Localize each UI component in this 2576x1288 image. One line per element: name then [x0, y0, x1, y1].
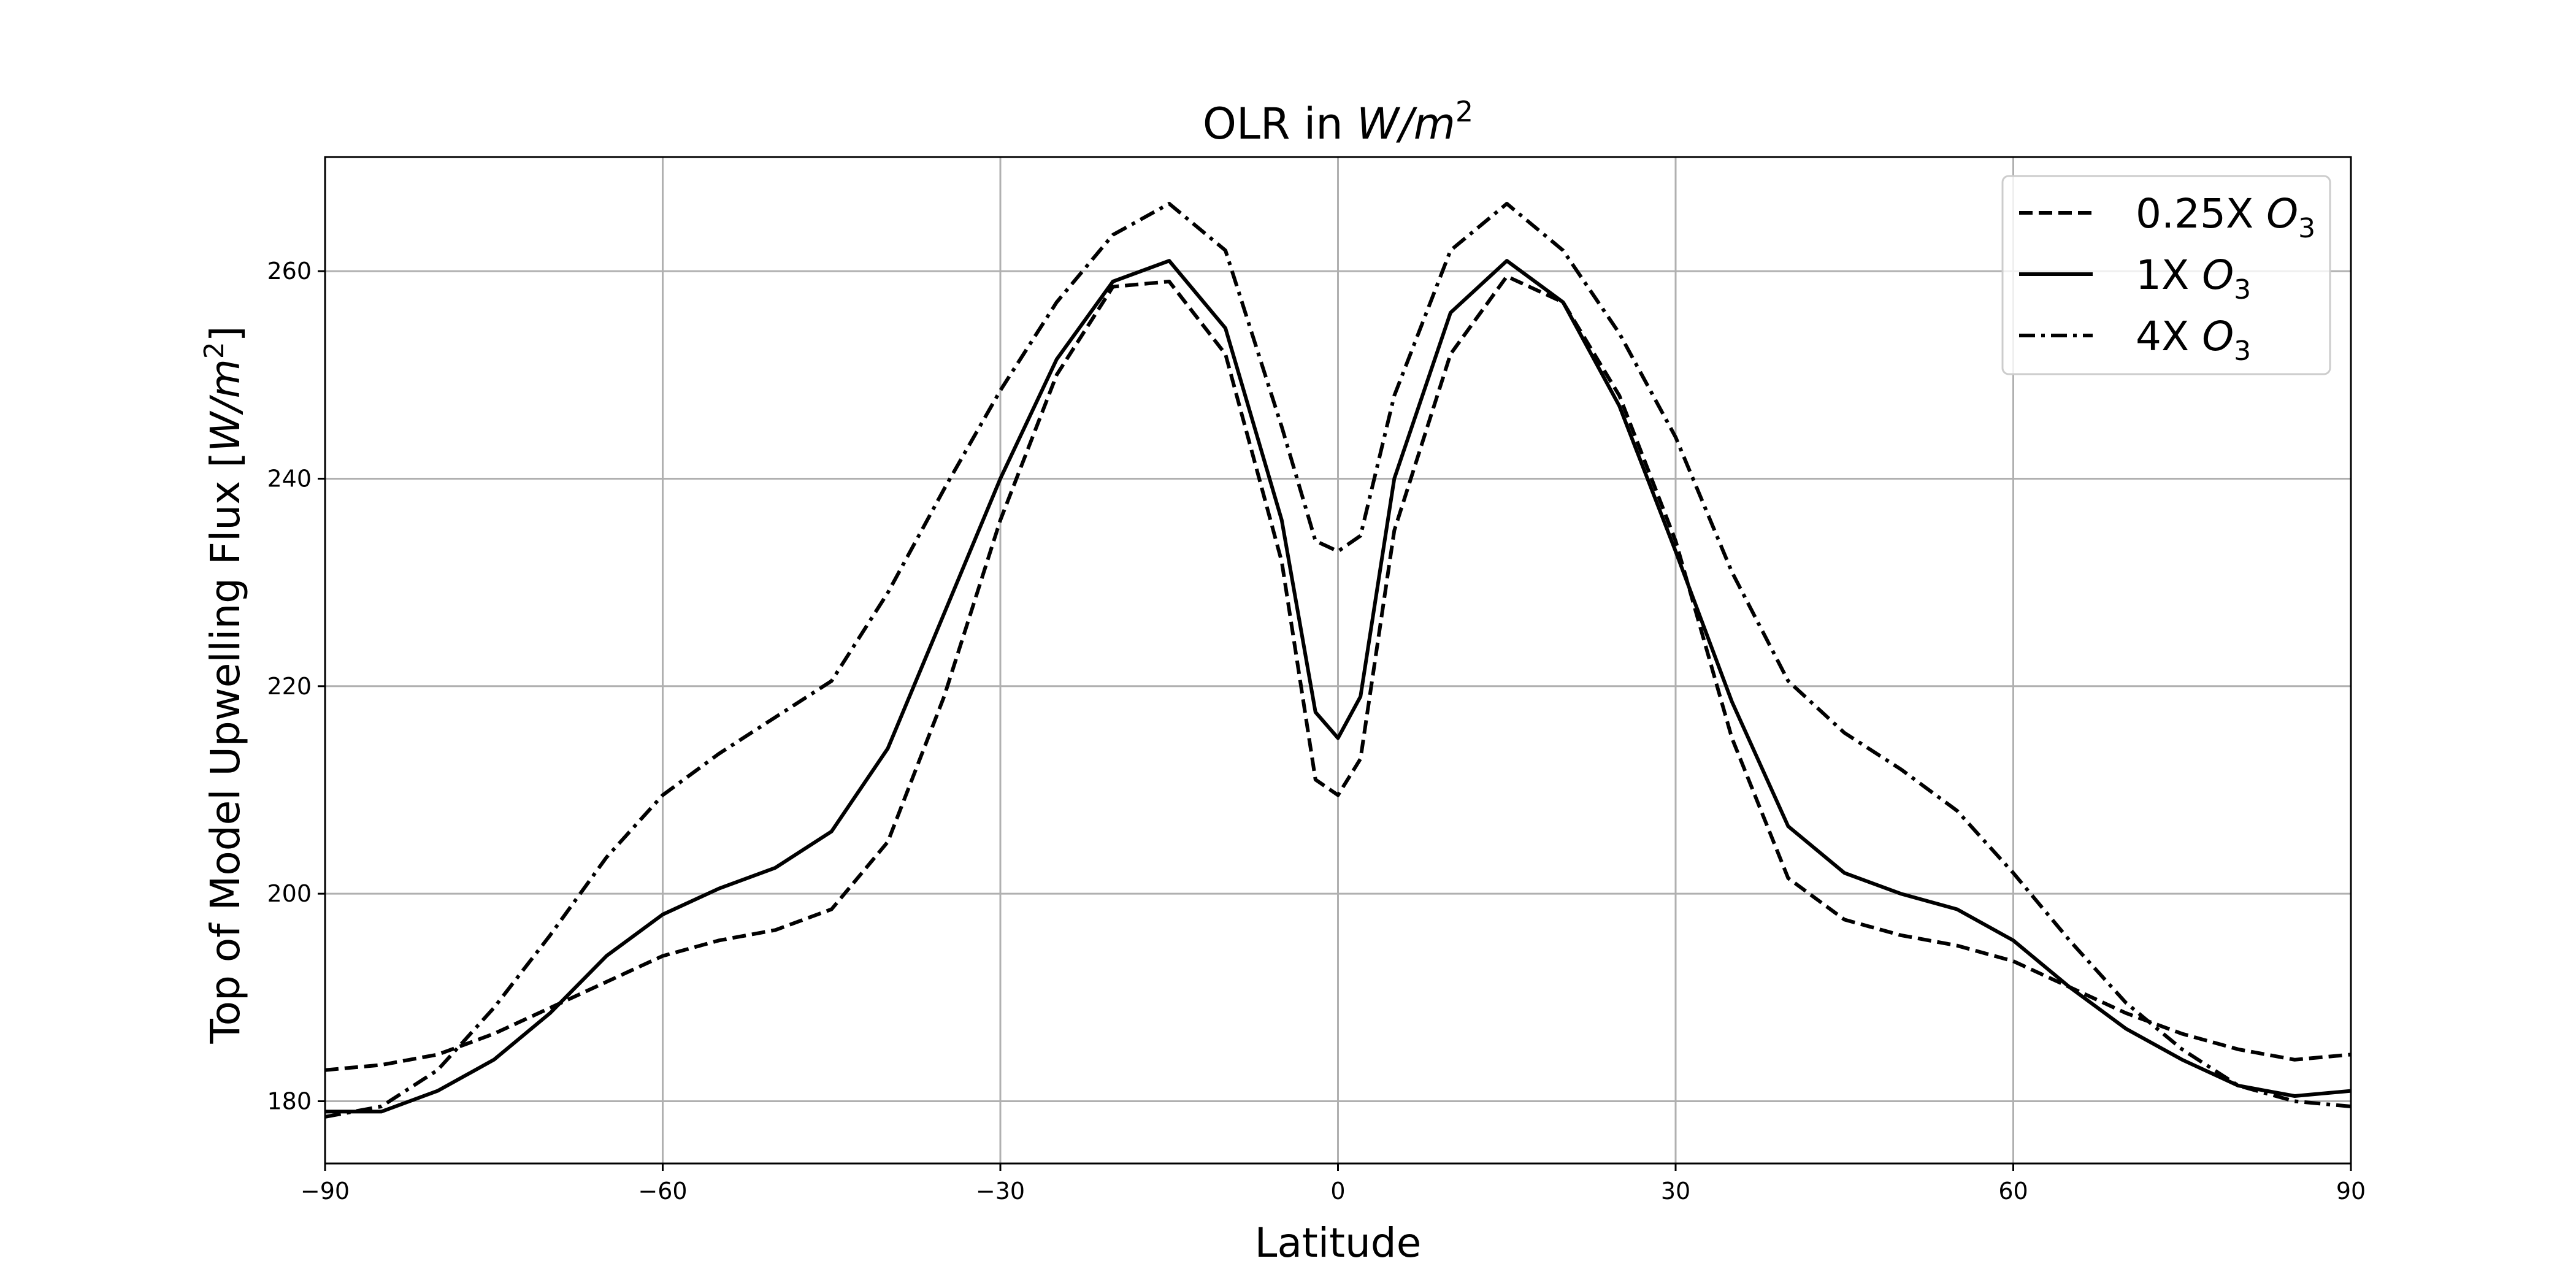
x-tick-label: 0: [1330, 1178, 1345, 1205]
y-tick-label: 240: [267, 465, 312, 492]
y-tick-label: 260: [267, 258, 312, 285]
y-tick-label: 200: [267, 880, 312, 907]
title-superscript: 2: [1455, 95, 1473, 128]
legend-label-2: 1X O3: [2136, 251, 2251, 305]
x-tick-label: 90: [2336, 1178, 2366, 1205]
legend-label-3: 4X O3: [2136, 313, 2251, 367]
series-lines: [324, 202, 2352, 1119]
legend: 0.25X O3 1X O3 4X O3: [2001, 175, 2331, 375]
x-axis-label: Latitude: [1255, 1219, 1422, 1267]
legend-label-1: 0.25X O3: [2136, 190, 2315, 244]
x-tick-label: 60: [1998, 1178, 2028, 1205]
series-line-2: [325, 259, 2352, 1114]
x-tick-label: 30: [1661, 1178, 1690, 1205]
y-tick-label: 180: [267, 1087, 312, 1114]
series-line-3: [324, 202, 2352, 1119]
x-tick-label: −90: [301, 1178, 350, 1205]
y-tick-label: 220: [267, 673, 312, 700]
ylabel-superscript: 2: [199, 342, 230, 359]
legend-box: [2001, 175, 2331, 375]
x-tick-label: −30: [976, 1178, 1025, 1205]
axis-ticks: −90 −60 −30 0 30 60 90 180 200 220 240 260: [267, 258, 2366, 1205]
x-tick-label: −60: [638, 1178, 687, 1205]
series-line-1: [324, 274, 2352, 1072]
chart-title: OLR in W/m2: [1203, 95, 1473, 149]
y-axis-label: Top of Model Upwelling Flux [W/m2]: [199, 326, 249, 1044]
